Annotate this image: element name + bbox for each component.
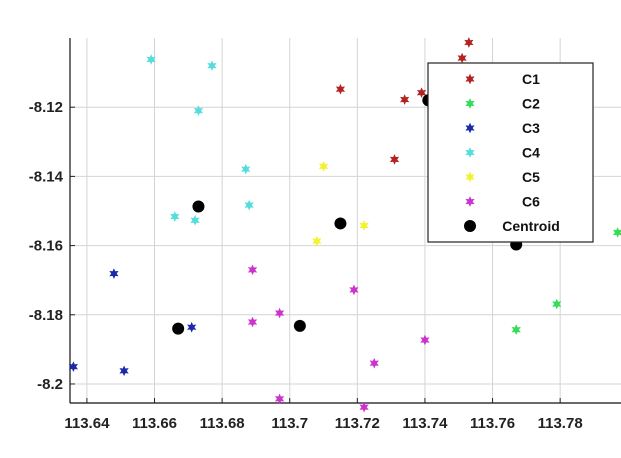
legend-label-c5: C5	[522, 169, 540, 185]
x-tick-label: 113.78	[538, 415, 583, 432]
legend-marker-c6	[465, 196, 475, 207]
point-c6	[274, 393, 285, 405]
legend-box	[427, 62, 594, 243]
point-c1	[335, 83, 346, 95]
x-tick-label: 113.64	[64, 415, 110, 432]
point-centroid	[192, 200, 205, 213]
legend-label-c4: C4	[522, 145, 540, 161]
point-c3	[68, 361, 79, 373]
point-c4	[207, 60, 217, 72]
point-c4	[193, 105, 204, 116]
y-axis-ticks: -8.12 -8.14 -8.16 -8.18 -8.2	[29, 99, 75, 393]
point-c6	[359, 401, 369, 413]
point-c5	[359, 220, 369, 231]
point-c4	[146, 54, 156, 65]
point-c6	[247, 264, 258, 276]
y-tick-label: -8.16	[29, 238, 63, 255]
point-centroid	[334, 217, 347, 230]
x-tick-label: 113.68	[200, 415, 245, 432]
point-c1	[400, 94, 410, 105]
x-axis-ticks: 113.64 113.66 113.68 113.7 113.72 113.74 113.7…	[64, 398, 583, 432]
legend: C1 C2 C3 C4 C5 C6 Centroid	[427, 62, 594, 243]
legend-label-c2: C2	[522, 96, 540, 112]
y-tick-label: -8.14	[29, 168, 64, 185]
legend-marker-c5	[465, 171, 475, 183]
legend-marker-c4	[465, 147, 475, 158]
point-c4	[244, 199, 254, 211]
point-c3	[187, 321, 197, 333]
point-c1	[464, 37, 474, 48]
x-tick-label: 113.76	[470, 415, 515, 432]
point-c2	[612, 227, 621, 238]
point-c5	[312, 235, 322, 247]
point-c1	[416, 87, 427, 99]
legend-marker-c1	[465, 73, 475, 85]
point-c5	[318, 161, 329, 172]
x-tick-label: 113.74	[402, 415, 448, 432]
legend-marker-c2	[465, 98, 475, 109]
point-c6	[420, 334, 430, 346]
legend-label-centroid: Centroid	[502, 218, 560, 234]
point-c2	[511, 324, 521, 335]
y-tick-label: -8.18	[29, 307, 63, 324]
point-c4	[241, 163, 251, 175]
legend-label-c1: C1	[522, 71, 540, 87]
point-c6	[349, 284, 359, 296]
y-tick-label: -8.2	[37, 376, 63, 393]
point-c4	[170, 211, 180, 222]
legend-marker-c3	[465, 122, 475, 134]
point-c2	[552, 298, 562, 310]
legend-label-c6: C6	[522, 194, 540, 210]
x-tick-label: 113.7	[271, 415, 308, 432]
point-c4	[190, 214, 200, 226]
point-c1	[389, 154, 400, 165]
legend-label-c3: C3	[522, 120, 540, 136]
point-c6	[274, 307, 285, 319]
data-points	[68, 37, 621, 413]
point-c3	[109, 268, 119, 279]
x-tick-label: 113.72	[335, 415, 380, 432]
point-centroid	[293, 319, 306, 332]
point-c3	[119, 365, 129, 377]
point-c6	[247, 316, 258, 328]
point-c6	[369, 357, 379, 369]
axes	[69, 38, 621, 404]
y-tick-label: -8.12	[29, 99, 63, 116]
point-centroid	[172, 322, 185, 335]
legend-marker-centroid	[464, 220, 476, 232]
x-tick-label: 113.66	[132, 415, 177, 432]
